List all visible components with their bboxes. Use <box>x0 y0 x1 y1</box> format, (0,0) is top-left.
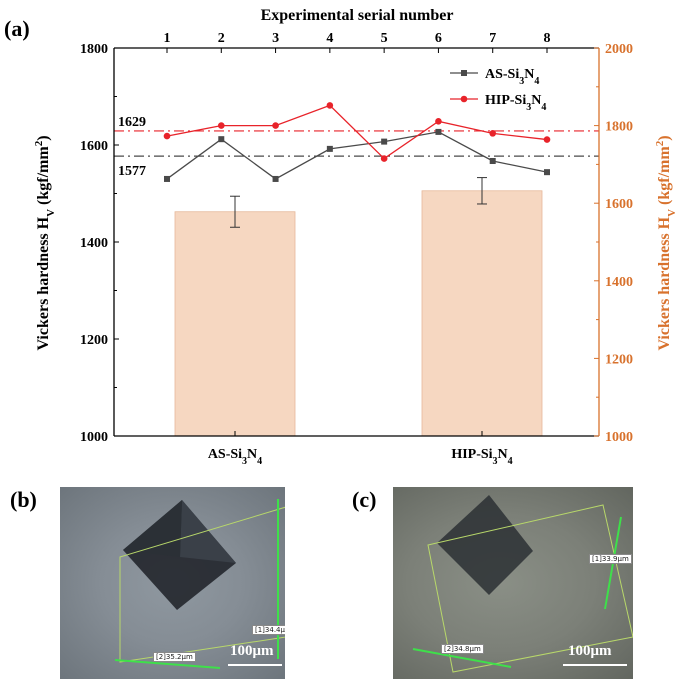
legend-marker-2 <box>460 95 468 103</box>
point-s1-1 <box>164 175 170 182</box>
measurement-label-b2: [2]35.2μm <box>153 652 196 662</box>
reference-label-1577: 1577 <box>118 164 146 179</box>
hardness-chart: (a) Experimental serial number AS-Si3N4 H… <box>4 7 678 467</box>
point-s1-5 <box>381 138 388 145</box>
right-tick-label-1800: 1800 <box>605 120 633 135</box>
reference-label-1629: 1629 <box>118 115 146 130</box>
bar-1 <box>174 211 296 437</box>
scale-label-c: 100μm <box>568 643 612 659</box>
left-tick-label-1200: 1200 <box>80 333 108 348</box>
indentation-drawing-c <box>412 495 633 673</box>
micrograph-as: [1]34.4μm [2]35.2μm 100μm <box>60 487 285 679</box>
bar-category-label-2: HIP-Si3N4 <box>451 447 512 467</box>
measurement-label-b1: [1]34.4μm <box>252 625 285 635</box>
top-axis-title: Experimental serial number <box>261 7 454 24</box>
indentation-drawing-b <box>114 499 285 669</box>
point-s1-2 <box>218 136 225 143</box>
measure-box-b <box>119 506 285 663</box>
point-s2-4 <box>326 102 334 109</box>
point-s2-3 <box>272 122 279 129</box>
point-s1-6 <box>435 128 442 135</box>
point-s2-6 <box>435 118 442 125</box>
legend-label-1: AS-Si3N4 <box>485 67 539 87</box>
top-tick-label-3: 3 <box>272 31 279 46</box>
top-tick-label-4: 4 <box>326 31 333 46</box>
point-s1-3 <box>272 175 279 182</box>
right-tick-label-1000: 1000 <box>605 430 633 445</box>
left-tick-label-1000: 1000 <box>80 430 108 445</box>
measure-box-c <box>427 504 633 673</box>
micrograph-hip: [1]33.9μm [2]34.8μm 100μm <box>393 487 633 679</box>
left-tick-label-1400: 1400 <box>80 236 108 251</box>
measure-line-horizontal-c <box>412 648 512 668</box>
legend-marker-1 <box>461 70 467 76</box>
bar-2 <box>421 190 543 437</box>
top-tick-label-5: 5 <box>381 31 388 46</box>
measurement-label-c2: [2]34.8μm <box>441 644 484 654</box>
series-line-1 <box>166 131 548 180</box>
right-tick-label-1600: 1600 <box>605 197 633 212</box>
measure-line-horizontal-b <box>114 659 221 669</box>
point-s2-8 <box>543 136 551 143</box>
scale-label-b: 100μm <box>230 643 274 659</box>
left-tick-label-1800: 1800 <box>80 42 108 57</box>
right-tick-label-2000: 2000 <box>605 42 633 57</box>
bar-category-label-1: AS-Si3N4 <box>208 447 262 467</box>
point-s1-8 <box>544 169 550 176</box>
right-axis-title: Vickers hardness HV (kgf/mm2) <box>654 135 678 350</box>
left-tick-label-1600: 1600 <box>80 139 108 154</box>
measurement-label-c1: [1]33.9μm <box>589 554 632 564</box>
left-axis-title: Vickers hardness HV (kgf/mm2) <box>33 135 57 350</box>
point-s1-4 <box>326 145 333 152</box>
point-s2-1 <box>163 132 171 140</box>
point-s2-2 <box>217 122 225 129</box>
panel-label-a: (a) <box>4 16 30 41</box>
indent-facet-b <box>180 500 236 563</box>
top-tick-label-8: 8 <box>544 31 551 46</box>
right-tick-label-1400: 1400 <box>605 275 633 290</box>
top-tick-label-6: 6 <box>435 31 442 46</box>
top-tick-label-7: 7 <box>489 31 496 46</box>
top-tick-label-1: 1 <box>164 31 171 46</box>
top-tick-label-2: 2 <box>218 31 225 46</box>
point-s2-7 <box>489 130 497 137</box>
series-line-2 <box>166 104 548 160</box>
legend-label-2: HIP-Si3N4 <box>485 93 546 113</box>
point-s1-7 <box>489 158 496 165</box>
plot-area: AS-Si3N4 HIP-Si3N4 1629 1577 1000 1200 1400 160… <box>80 31 633 467</box>
panel-label-b: (b) <box>10 487 37 512</box>
right-tick-label-1200: 1200 <box>605 352 633 367</box>
point-s2-5 <box>380 155 388 162</box>
panel-label-c: (c) <box>352 487 377 512</box>
indent-facet-b2 <box>123 500 182 557</box>
indent-mark-c <box>437 495 533 595</box>
